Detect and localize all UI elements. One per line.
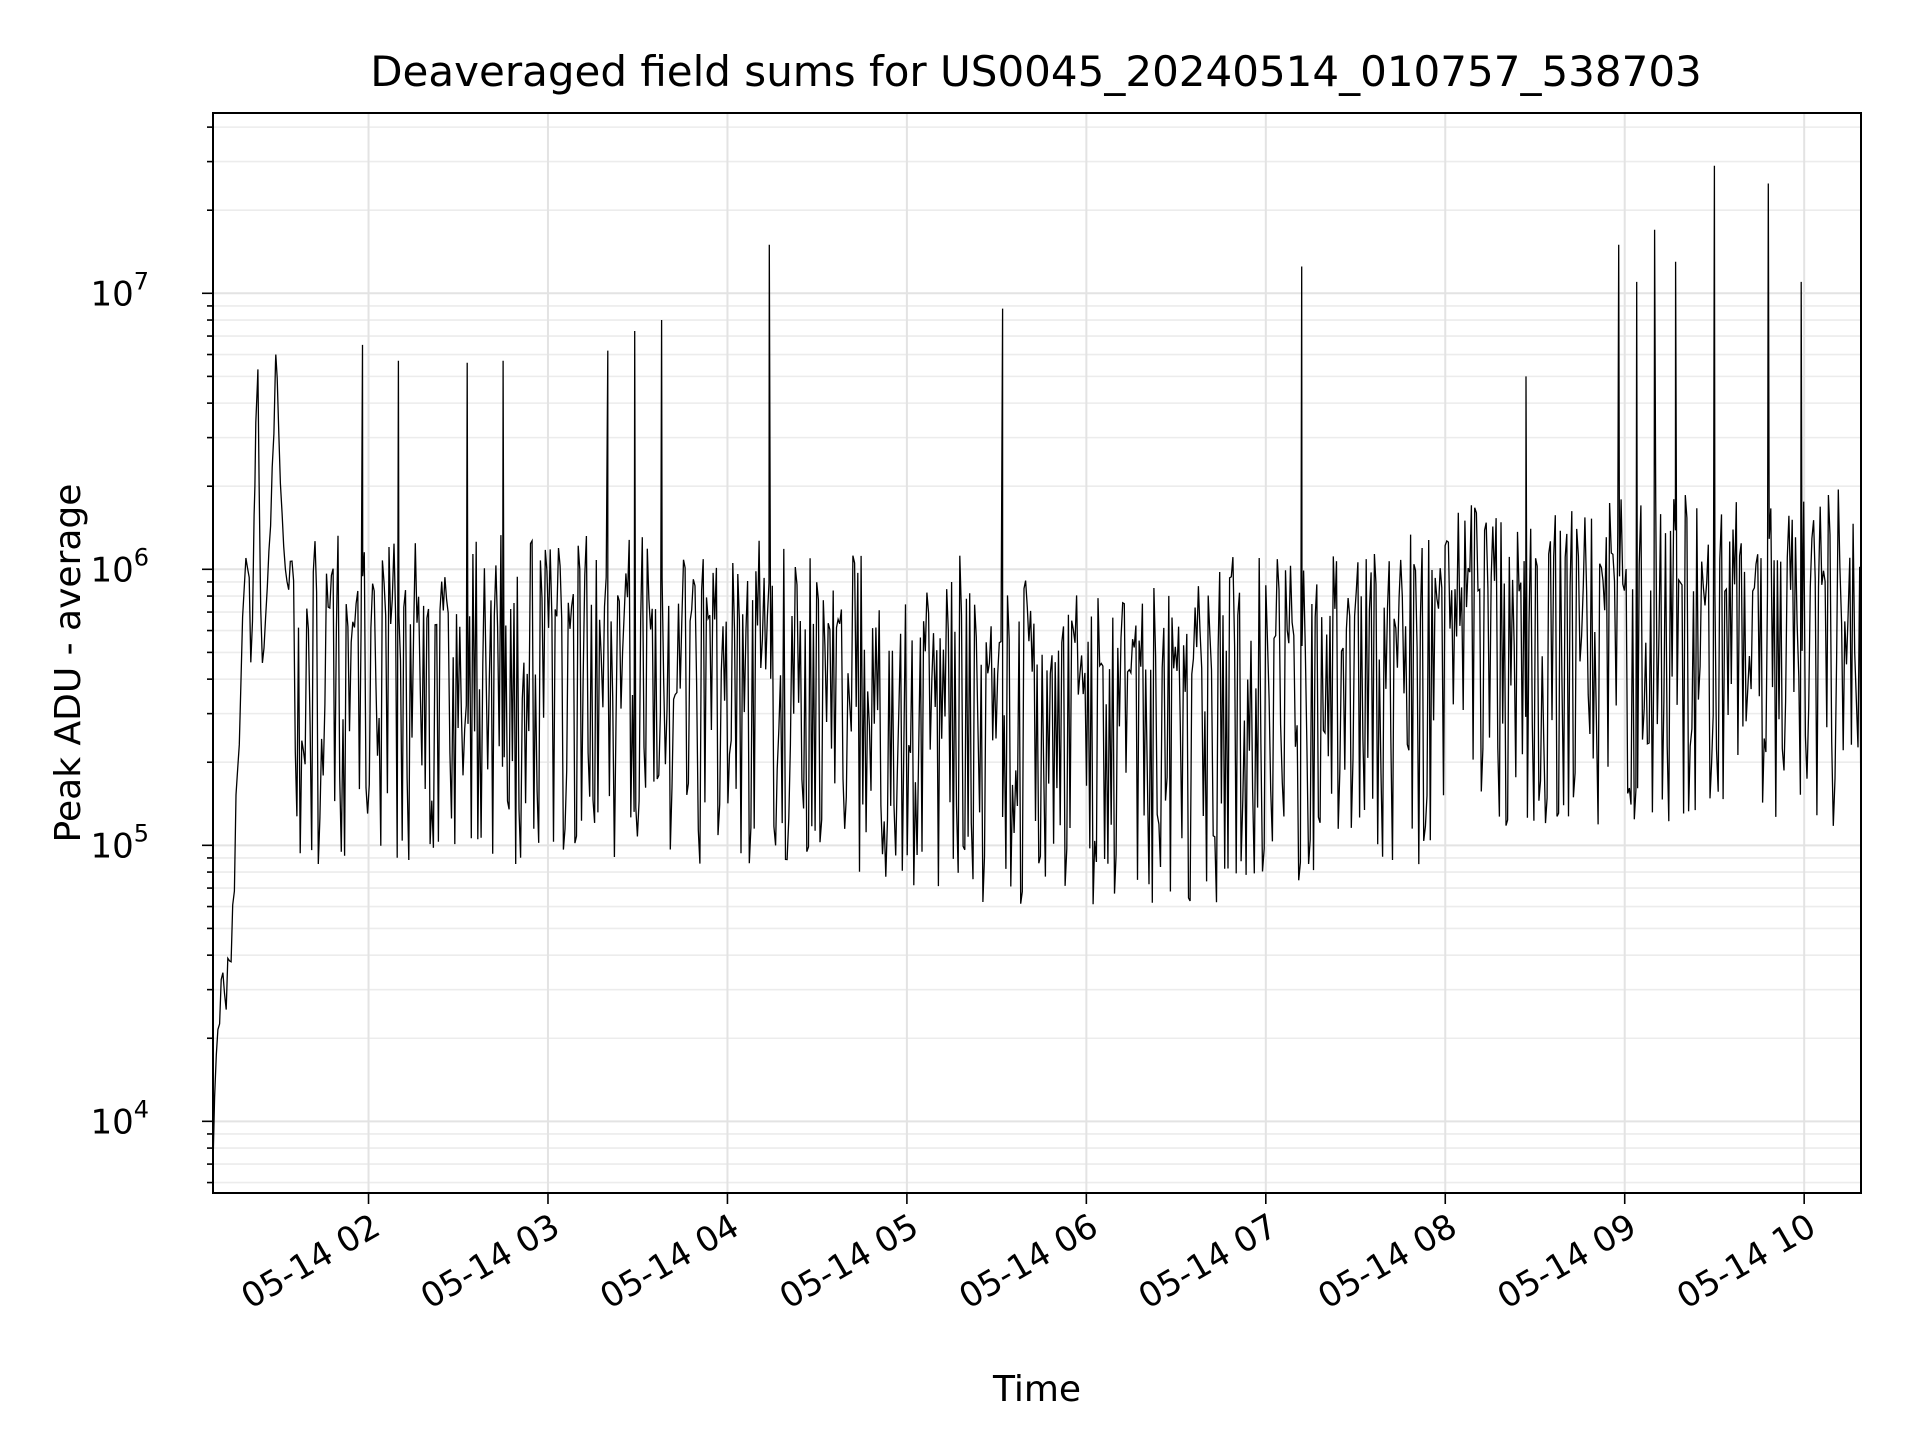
y-tick-exponent: 5 bbox=[134, 819, 149, 847]
y-tick-label: 107 bbox=[90, 267, 149, 314]
x-axis-label: Time bbox=[992, 1369, 1081, 1410]
y-tick-base: 10 bbox=[90, 826, 133, 866]
y-tick-label: 104 bbox=[90, 1095, 149, 1142]
y-tick-label: 105 bbox=[90, 819, 149, 866]
series-group bbox=[213, 165, 1861, 1165]
y-tick-exponent: 6 bbox=[134, 543, 149, 571]
y-tick-label: 106 bbox=[90, 543, 149, 590]
y-axis-label: Peak ADU - average bbox=[48, 484, 89, 843]
y-tick-exponent: 7 bbox=[134, 267, 149, 295]
series-line bbox=[213, 165, 1861, 1165]
y-tick-exponent: 4 bbox=[134, 1095, 149, 1123]
y-tick-base: 10 bbox=[90, 550, 133, 590]
y-tick-base: 10 bbox=[90, 1102, 133, 1142]
chart-title: Deaveraged field sums for US0045_2024051… bbox=[370, 47, 1702, 96]
plot-frame bbox=[212, 112, 1862, 1194]
y-tick-base: 10 bbox=[90, 274, 133, 314]
